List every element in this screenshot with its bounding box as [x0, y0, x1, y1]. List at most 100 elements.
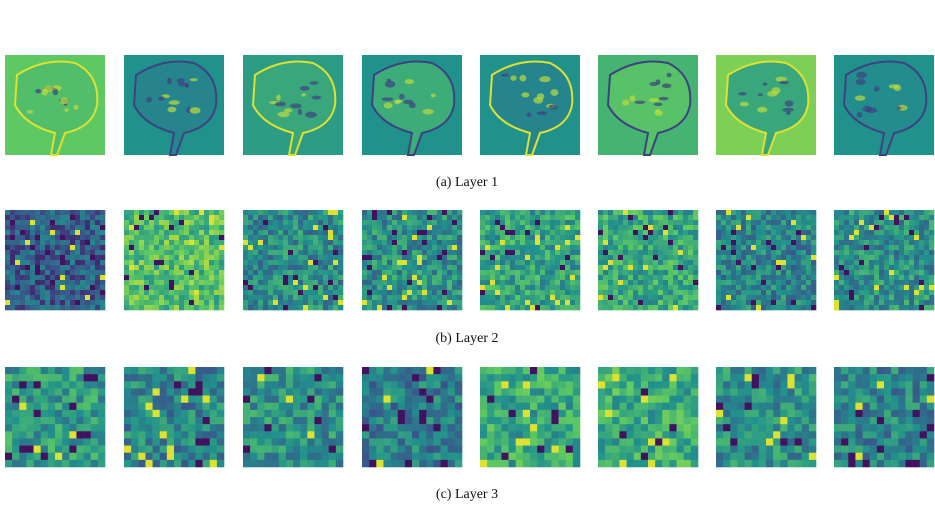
map-cell: [776, 250, 782, 256]
map-cell: [771, 290, 777, 296]
map-cell: [909, 300, 915, 306]
map-cell: [45, 265, 51, 271]
map-cell: [510, 230, 516, 236]
map-cell: [786, 240, 792, 246]
map-cell: [480, 295, 486, 301]
map-cell: [545, 225, 551, 231]
map-cell: [773, 431, 781, 439]
map-cell: [392, 270, 398, 276]
map-cell: [76, 402, 84, 411]
map-cell: [382, 255, 388, 261]
map-cell: [250, 395, 258, 404]
map-cell: [219, 210, 225, 216]
map-cell: [124, 300, 130, 306]
map-cell: [314, 402, 322, 411]
map-cell: [55, 235, 61, 241]
map-cell: [25, 290, 31, 296]
map-cell: [544, 388, 552, 396]
map-cell: [505, 270, 511, 276]
map-cell: [243, 220, 249, 226]
map-cell: [195, 431, 203, 439]
map-cell: [919, 381, 928, 389]
map-cell: [5, 290, 11, 296]
map-cell: [152, 402, 161, 411]
map-cell: [756, 225, 762, 231]
map-cell: [721, 215, 727, 221]
map-cell: [328, 260, 334, 266]
map-cell: [490, 300, 496, 306]
map-cell: [253, 235, 259, 241]
map-cell: [338, 255, 344, 261]
map-cell: [149, 230, 155, 236]
map-cell: [367, 275, 373, 281]
map-cell: [219, 250, 225, 256]
map-cell: [623, 305, 629, 311]
map-cell: [801, 245, 807, 251]
map-cell: [216, 367, 225, 375]
map-cell: [283, 225, 289, 231]
map-cell: [924, 285, 930, 291]
map-cell: [362, 295, 368, 301]
map-cell: [75, 265, 81, 271]
map-cell: [619, 424, 627, 432]
map-cell: [35, 225, 41, 231]
map-cell: [756, 290, 762, 296]
map-cell: [377, 300, 383, 306]
map-cell: [253, 210, 259, 216]
map-cell: [859, 265, 865, 271]
map-cell: [145, 452, 153, 461]
map-cell: [550, 255, 556, 261]
map-cell: [214, 270, 220, 276]
map-cell: [525, 280, 531, 286]
map-cell: [243, 230, 249, 236]
map-cell: [575, 260, 581, 266]
map-cell: [889, 285, 895, 291]
map-cell: [781, 265, 787, 271]
map-cell: [480, 388, 488, 396]
map-cell: [166, 438, 175, 446]
map-cell: [164, 295, 170, 301]
map-cell: [766, 395, 774, 404]
map-cell: [495, 260, 501, 266]
map-cell: [780, 367, 788, 375]
map-cell: [756, 220, 762, 226]
map-cell: [811, 295, 817, 301]
map-cell: [776, 215, 782, 221]
map-cell: [154, 280, 160, 286]
map-cell: [626, 381, 635, 389]
map-cell: [643, 245, 649, 251]
map-cell: [383, 438, 391, 446]
map-cell: [690, 409, 699, 418]
map-cell: [387, 270, 393, 276]
map-cell: [648, 438, 656, 446]
map-cell: [730, 438, 738, 446]
map-cell: [844, 250, 850, 256]
map-cell: [199, 305, 205, 311]
map-cell: [33, 402, 42, 411]
map-cell: [781, 230, 787, 236]
map-cell: [869, 220, 875, 226]
map-cell: [909, 215, 915, 221]
map-cell: [377, 285, 383, 291]
map-cell: [540, 265, 546, 271]
map-cell: [914, 265, 920, 271]
map-cell: [219, 225, 225, 231]
map-cell: [508, 388, 517, 396]
map-cell: [278, 367, 287, 375]
map-cell: [250, 431, 258, 439]
map-cell: [530, 240, 536, 246]
map-cell: [741, 280, 747, 286]
map-cell: [766, 417, 774, 425]
map-cell: [678, 235, 684, 241]
map-cell: [12, 417, 20, 425]
map-cell: [362, 235, 368, 241]
map-cell: [382, 245, 388, 251]
map-cell: [737, 431, 745, 439]
map-cell: [879, 280, 885, 286]
map-cell: [166, 431, 175, 439]
map-cell: [95, 220, 101, 226]
map-cell: [500, 210, 506, 216]
map-cell: [879, 240, 885, 246]
map-cell: [268, 235, 274, 241]
map-cell: [736, 280, 742, 286]
